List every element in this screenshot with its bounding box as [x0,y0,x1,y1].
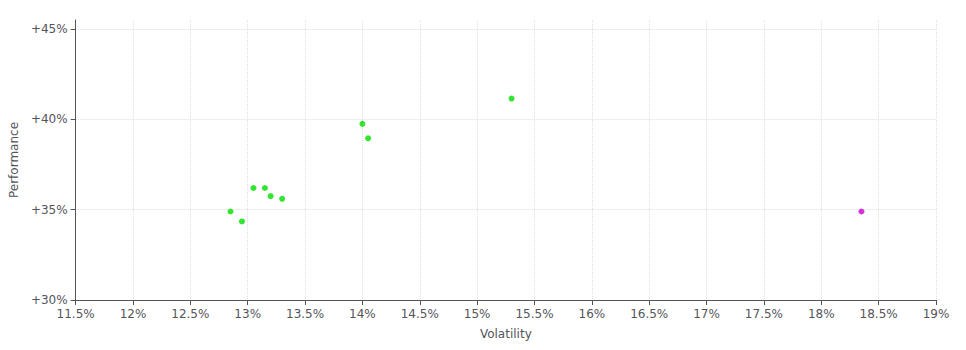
svg-text:18.5%: 18.5% [860,307,898,321]
svg-text:11.5%: 11.5% [57,307,95,321]
svg-text:Volatility: Volatility [480,327,532,341]
svg-text:14%: 14% [349,307,376,321]
svg-text:12.5%: 12.5% [171,307,209,321]
svg-text:13%: 13% [234,307,261,321]
svg-text:12%: 12% [120,307,147,321]
svg-text:14.5%: 14.5% [401,307,439,321]
svg-text:15%: 15% [464,307,491,321]
svg-text:+40%: +40% [31,112,68,126]
svg-text:16.5%: 16.5% [630,307,668,321]
svg-text:19%: 19% [923,307,950,321]
svg-text:15.5%: 15.5% [515,307,553,321]
svg-text:+35%: +35% [31,203,68,217]
svg-text:+45%: +45% [31,22,68,36]
svg-text:17.5%: 17.5% [745,307,783,321]
svg-text:16%: 16% [579,307,606,321]
svg-text:Performance: Performance [7,122,21,198]
svg-text:+30%: +30% [31,293,68,307]
svg-text:17%: 17% [693,307,720,321]
svg-text:13.5%: 13.5% [286,307,324,321]
svg-text:18%: 18% [808,307,835,321]
